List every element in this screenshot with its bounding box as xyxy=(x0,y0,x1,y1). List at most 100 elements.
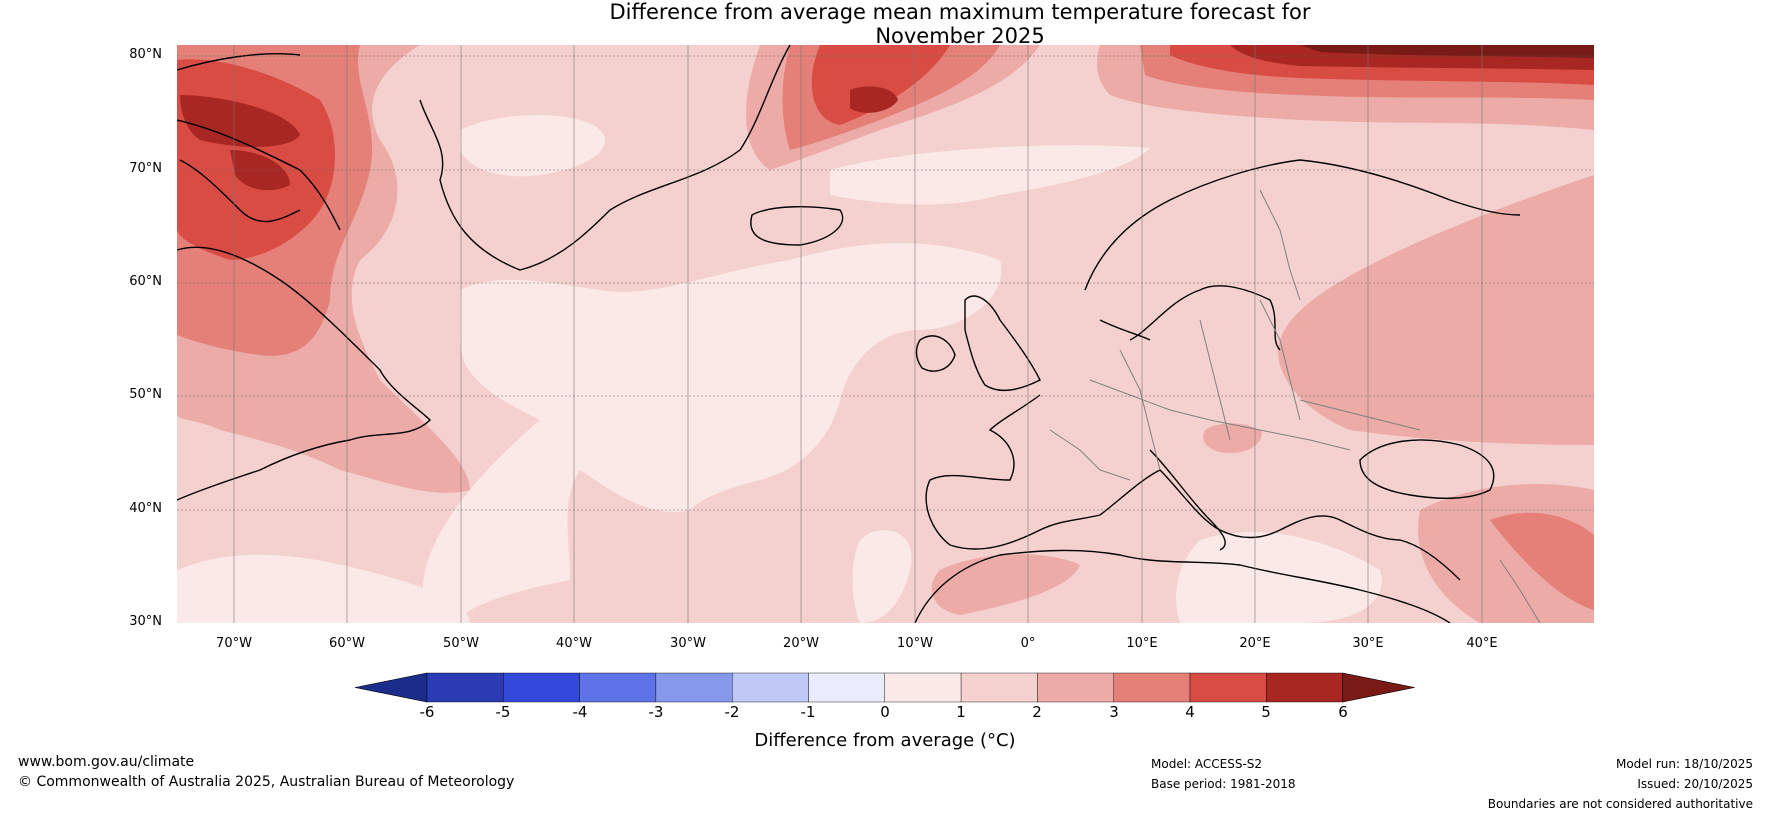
colorbar-segment xyxy=(732,672,809,703)
field-above-6-arctic xyxy=(1300,45,1594,58)
scandinavia-coast xyxy=(1084,159,1521,341)
title-line-2: November 2025 xyxy=(875,24,1045,48)
website-link[interactable]: www.bom.gov.au/climate xyxy=(18,754,195,770)
field-2-3-morocco xyxy=(931,554,1080,615)
map-fields xyxy=(177,45,1594,623)
greenland-coast xyxy=(419,45,791,271)
field-3-4-caucasus xyxy=(1490,512,1594,610)
lat-label-30: 30°N xyxy=(129,614,162,629)
colorbar-tick: 1 xyxy=(956,703,966,721)
colorbar xyxy=(354,672,1415,703)
colorbar-segment xyxy=(1266,672,1343,703)
colorbar-tick: 3 xyxy=(1109,703,1119,721)
colorbar-label: Difference from average (°C) xyxy=(754,730,1016,751)
colorbar-segment xyxy=(503,672,580,703)
lon-label: 20°E xyxy=(1239,636,1271,651)
map-title: Difference from average mean maximum tem… xyxy=(520,0,1400,48)
colorbar-tick: 0 xyxy=(880,703,890,721)
meridians xyxy=(233,45,1483,623)
lon-label: 0° xyxy=(1020,636,1036,651)
europe-west-coast xyxy=(925,394,1101,550)
colorbar-segment xyxy=(884,672,962,703)
labrador-coast xyxy=(177,246,431,501)
field-0-1-northwest xyxy=(460,115,606,177)
border-line xyxy=(1259,189,1301,301)
gridlines xyxy=(177,55,1594,511)
model-run: Model run: 18/10/2025 xyxy=(1615,757,1753,771)
lat-label-60: 60°N xyxy=(129,274,162,289)
colorbar-tick: 6 xyxy=(1338,703,1348,721)
title-line-1: Difference from average mean maximum tem… xyxy=(609,0,1311,24)
field-2-3-balkans xyxy=(1203,423,1262,454)
lat-label-50: 50°N xyxy=(129,387,162,402)
colorbar-segment xyxy=(1189,672,1267,703)
baffin-coast xyxy=(179,159,301,223)
baltic-coast xyxy=(1129,285,1281,351)
ireland xyxy=(915,335,956,372)
colorbar-extension-low xyxy=(354,672,428,703)
field-5-6-west xyxy=(180,95,300,147)
lon-label: 70°W xyxy=(216,636,252,651)
iceland xyxy=(750,206,844,246)
coastlines xyxy=(177,45,1521,623)
black-sea xyxy=(1359,439,1495,499)
field-0-1-atlantic xyxy=(422,243,1002,623)
lat-label-40: 40°N xyxy=(129,501,162,516)
colorbar-segment xyxy=(579,672,657,703)
field-0-1-south-atlantic xyxy=(852,530,912,623)
colorbar-tick: -5 xyxy=(495,703,511,721)
issued-date: Issued: 20/10/2025 xyxy=(1637,777,1753,791)
colorbar-segment xyxy=(1037,672,1114,703)
colorbar-tick: -6 xyxy=(419,703,435,721)
lon-label: 40°E xyxy=(1466,636,1498,651)
lon-label: 50°W xyxy=(443,636,479,651)
lat-label-80: 80°N xyxy=(129,47,162,62)
mediterranean-north xyxy=(1099,469,1461,581)
canada-coast-north xyxy=(177,52,341,231)
britain xyxy=(964,295,1041,392)
lon-label: 60°W xyxy=(329,636,365,651)
colorbar-segment xyxy=(1113,672,1191,703)
border-line xyxy=(1119,349,1161,471)
colorbar-tick: 5 xyxy=(1261,703,1271,721)
lon-label: 20°W xyxy=(783,636,819,651)
colorbar-extension-high xyxy=(1342,672,1415,703)
lon-label: 30°E xyxy=(1352,636,1384,651)
colorbar-segment xyxy=(960,672,1038,703)
field-0-1-north xyxy=(830,145,1150,205)
border-line xyxy=(1259,299,1301,421)
field-0-1-sahara xyxy=(1176,531,1382,623)
colorbar-tick: 2 xyxy=(1032,703,1042,721)
italy xyxy=(1149,449,1226,551)
lat-label-70: 70°N xyxy=(129,161,162,176)
lon-label: 10°E xyxy=(1126,636,1158,651)
north-africa-coast xyxy=(914,549,1451,623)
field-0-1-southwest xyxy=(177,554,470,623)
colorbar-tick: -2 xyxy=(724,703,740,721)
field-2-3-russia xyxy=(1278,175,1594,445)
lon-label: 40°W xyxy=(556,636,592,651)
colorbar-tick: -1 xyxy=(800,703,816,721)
field-5-6-west-2 xyxy=(230,150,290,191)
border-line xyxy=(1499,559,1541,623)
field-5-6-greenland-east xyxy=(850,86,898,113)
border-line xyxy=(1299,399,1421,431)
model-name: Model: ACCESS-S2 xyxy=(1151,757,1263,771)
colorbar-tick: -3 xyxy=(648,703,664,721)
border-line xyxy=(1089,379,1351,451)
colorbar-tick: -4 xyxy=(572,703,588,721)
field-4-5-greenland-east xyxy=(811,45,950,125)
base-period: Base period: 1981-2018 xyxy=(1151,777,1296,791)
colorbar-tick: 4 xyxy=(1185,703,1195,721)
disclaimer: Boundaries are not considered authoritat… xyxy=(1487,797,1753,811)
colorbar-segment xyxy=(808,672,886,703)
lon-label: 10°W xyxy=(897,636,933,651)
country-borders xyxy=(1049,189,1541,623)
copyright: © Commonwealth of Australia 2025, Austra… xyxy=(18,774,515,790)
lon-label: 30°W xyxy=(670,636,706,651)
border-line xyxy=(1049,429,1131,481)
colorbar-segment xyxy=(655,672,733,703)
border-line xyxy=(1199,319,1231,441)
colorbar-segment xyxy=(426,672,504,703)
